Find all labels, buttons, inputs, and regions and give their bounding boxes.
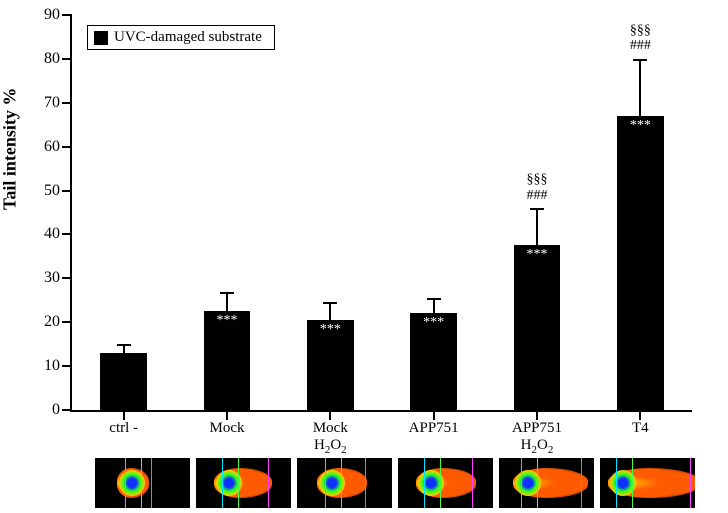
y-tick xyxy=(62,233,72,235)
x-tick xyxy=(536,410,538,420)
y-tick-label: 40 xyxy=(44,225,60,243)
y-tick-label: 50 xyxy=(44,182,60,200)
bar xyxy=(617,116,664,410)
significance-marker: *** xyxy=(423,315,444,330)
y-tick-label: 0 xyxy=(52,401,60,419)
guide-line xyxy=(690,458,691,508)
comet-thumbnail xyxy=(499,458,594,508)
guide-line xyxy=(141,458,142,508)
comet-thumbnails xyxy=(95,458,695,508)
x-tick xyxy=(433,410,435,420)
chart-area: UVC-damaged substrate 010203040506070809… xyxy=(70,15,692,412)
y-tick-label: 70 xyxy=(44,94,60,112)
guide-line xyxy=(616,458,617,508)
error-bar xyxy=(433,298,435,313)
y-tick xyxy=(62,409,72,411)
y-axis-label: Tail intensity % xyxy=(0,88,21,210)
significance-marker: §§§### xyxy=(527,172,548,203)
x-tick-label: Mock xyxy=(210,420,245,437)
error-bar xyxy=(226,292,228,312)
legend-label: UVC-damaged substrate xyxy=(114,29,262,46)
guide-line xyxy=(125,458,126,508)
guide-line xyxy=(440,458,441,508)
significance-marker: *** xyxy=(217,313,238,328)
legend-swatch xyxy=(94,31,108,45)
comet-thumbnail xyxy=(600,458,695,508)
figure: Tail intensity % UVC-damaged substrate 0… xyxy=(0,0,728,513)
error-cap xyxy=(633,59,647,61)
y-tick-label: 20 xyxy=(44,313,60,331)
significance-marker: *** xyxy=(320,322,341,337)
y-tick-label: 30 xyxy=(44,269,60,287)
error-cap xyxy=(427,298,441,300)
comet-thumbnail xyxy=(196,458,291,508)
y-tick xyxy=(62,190,72,192)
guide-line xyxy=(581,458,582,508)
error-cap xyxy=(530,208,544,210)
y-tick xyxy=(62,14,72,16)
error-cap xyxy=(323,302,337,304)
error-bar xyxy=(329,302,331,320)
error-cap xyxy=(220,292,234,294)
y-tick-label: 90 xyxy=(44,6,60,24)
guide-line xyxy=(365,458,366,508)
comet-thumbnail xyxy=(297,458,392,508)
bar xyxy=(514,245,561,410)
guide-line xyxy=(151,458,152,508)
comet-thumbnail xyxy=(95,458,190,508)
guide-line xyxy=(341,458,342,508)
y-tick-label: 60 xyxy=(44,138,60,156)
guide-line xyxy=(472,458,473,508)
x-tick-label: APP751 xyxy=(409,420,459,437)
x-tick-label: ctrl - xyxy=(109,420,138,437)
guide-line xyxy=(424,458,425,508)
y-tick xyxy=(62,321,72,323)
legend: UVC-damaged substrate xyxy=(87,25,275,50)
guide-line xyxy=(325,458,326,508)
guide-line xyxy=(268,458,269,508)
x-tick-label: Mock H2O2 xyxy=(313,420,348,456)
error-bar xyxy=(639,59,641,116)
y-tick-label: 80 xyxy=(44,50,60,68)
guide-line xyxy=(521,458,522,508)
error-bar xyxy=(536,208,538,245)
y-tick xyxy=(62,277,72,279)
guide-line xyxy=(537,458,538,508)
y-tick xyxy=(62,102,72,104)
x-tick-label: T4 xyxy=(632,420,649,437)
error-cap xyxy=(117,344,131,346)
guide-line xyxy=(632,458,633,508)
significance-marker: *** xyxy=(527,247,548,262)
x-tick xyxy=(226,410,228,420)
significance-marker: §§§### xyxy=(630,23,651,54)
bar xyxy=(100,353,147,410)
comet-thumbnail xyxy=(398,458,493,508)
guide-line xyxy=(238,458,239,508)
x-tick xyxy=(329,410,331,420)
y-tick xyxy=(62,365,72,367)
x-tick xyxy=(123,410,125,420)
x-tick xyxy=(639,410,641,420)
y-tick-label: 10 xyxy=(44,357,60,375)
x-tick-label: APP751H2O2 xyxy=(512,420,562,456)
guide-line xyxy=(222,458,223,508)
y-tick xyxy=(62,146,72,148)
y-tick xyxy=(62,58,72,60)
significance-marker: *** xyxy=(630,118,651,133)
